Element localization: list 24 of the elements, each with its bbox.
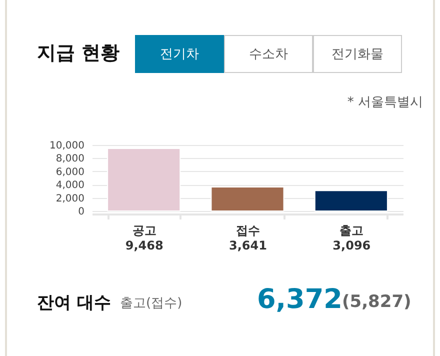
y-tick-label: 6,000 [56,166,84,178]
text: (5,827) [342,292,412,312]
bar [210,186,284,212]
text: 출고(접수) [120,295,182,312]
text: 잔여 대수 [37,292,111,314]
bar [107,148,181,212]
data-label: 3,641 [229,238,267,252]
y-tick-label: 2,000 [56,193,84,204]
data-label: 9,468 [125,238,164,252]
y-tick-label: 0 [78,206,84,218]
text: 전기차 [135,35,224,73]
x-tick-label: 접수 [236,224,260,238]
y-tick-label: 4,000 [56,180,84,192]
bar [314,190,388,212]
y-tick-label: 8,000 [56,154,84,165]
text: 수소차 [224,35,313,73]
x-tick-label: 공고 [132,224,156,238]
text: 6,372 [257,284,342,315]
y-tick-label: 10,000 [50,140,84,152]
data-label: 3,096 [332,238,371,252]
chart-title: 지급 현황 [37,41,120,66]
text: 전기화물 [313,35,402,73]
x-tick-label: 출고 [340,224,364,238]
chart-subtitle: * 서울특별시 [347,94,423,111]
